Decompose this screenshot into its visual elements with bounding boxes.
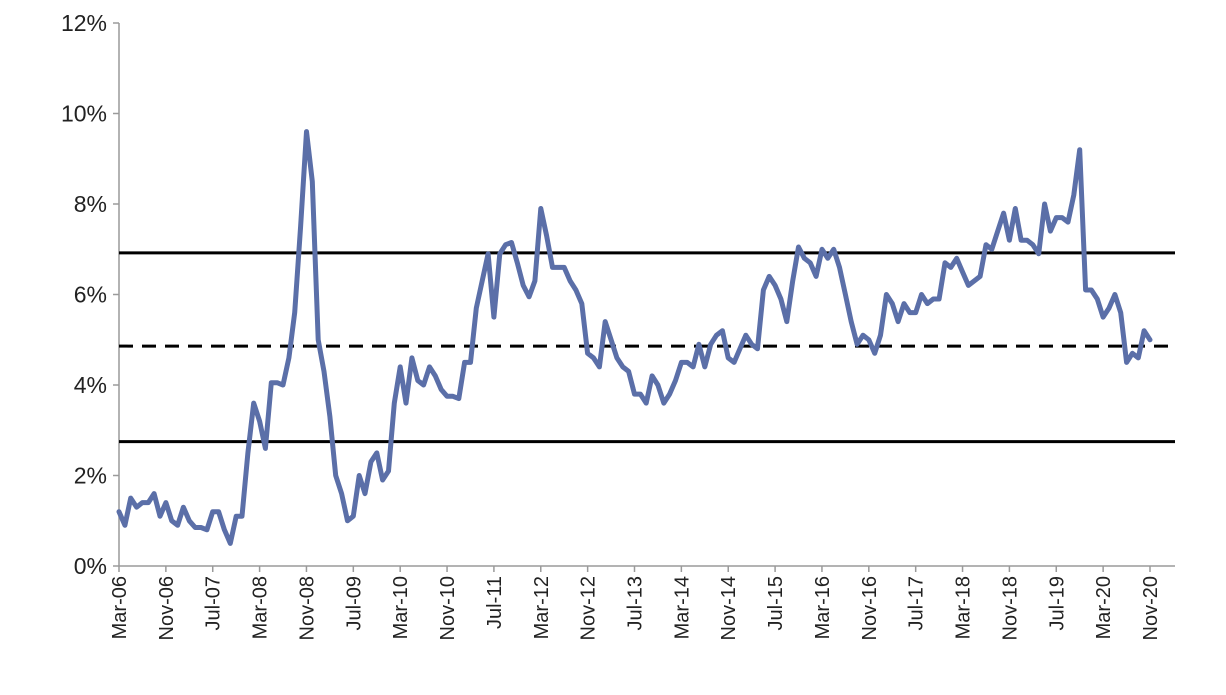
y-tick-label: 10% [61,101,107,127]
x-tick-label: Nov-20 [1140,576,1162,640]
x-tick-label: Jul-17 [906,576,928,630]
x-tick-label: Mar-06 [109,576,131,639]
x-tick-label: Mar-08 [250,576,272,639]
x-tick-label: Jul-19 [1046,576,1068,630]
y-tick-label: 2% [74,463,107,489]
x-tick-label: Nov-16 [859,576,881,640]
y-tick-label: 4% [74,372,107,398]
x-tick-label: Jul-07 [203,576,225,630]
y-tick-label: 8% [74,191,107,217]
series-line [116,129,1153,546]
y-tick-label: 0% [74,553,107,579]
y-tick-label: 12% [61,10,107,36]
x-tick-label: Nov-18 [999,576,1021,640]
x-tick-label: Nov-06 [156,576,178,640]
x-tick-label: Jul-13 [625,576,647,630]
x-tick-label: Mar-16 [812,576,834,639]
x-tick-label: Jul-15 [765,576,787,630]
x-tick-label: Mar-18 [953,576,975,639]
x-tick-label: Mar-12 [531,576,553,639]
x-tick-label: Nov-08 [296,576,318,640]
x-tick-label: Nov-12 [578,576,600,640]
x-tick-label: Nov-10 [437,576,459,640]
x-tick-label: Jul-09 [343,576,365,630]
y-tick-label: 6% [74,282,107,308]
x-tick-label: Mar-10 [390,576,412,639]
x-tick-label: Nov-14 [718,576,740,640]
x-tick-label: Mar-14 [671,576,693,639]
x-tick-label: Jul-11 [484,576,506,629]
x-tick-label: Mar-20 [1093,576,1115,639]
